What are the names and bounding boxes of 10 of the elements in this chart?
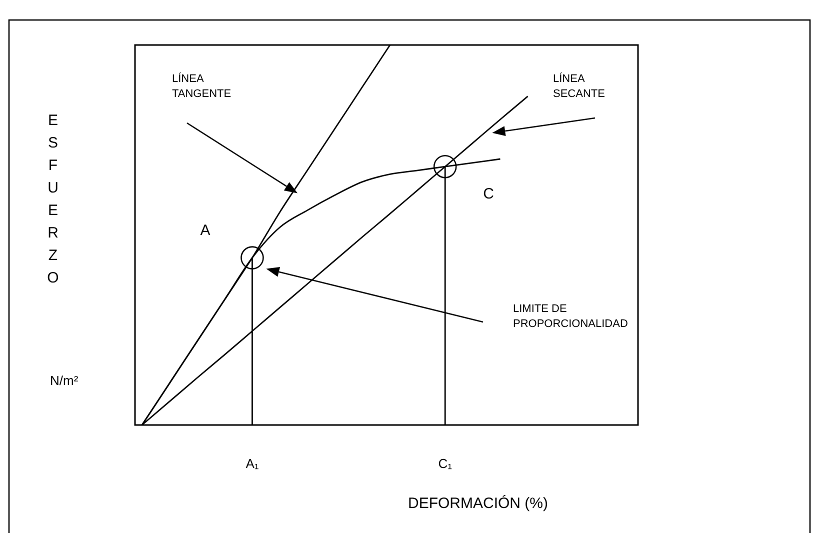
text: ESFUERZO	[47, 112, 59, 286]
annotation: LÍNEA SECANTE	[553, 72, 605, 100]
annotation: LIMITE DE PROPORCIONALIDAD	[513, 303, 628, 330]
x-axis-title: DEFORMACIÓN (%)	[408, 494, 548, 512]
x-tick-label: C₁	[438, 456, 453, 471]
annotation: LÍNEA TANGENTE	[172, 72, 232, 100]
x-tick-label: A₁	[246, 456, 260, 471]
annotation: C	[483, 186, 494, 203]
text: N/m²	[50, 373, 79, 388]
annotation: A	[200, 222, 210, 239]
